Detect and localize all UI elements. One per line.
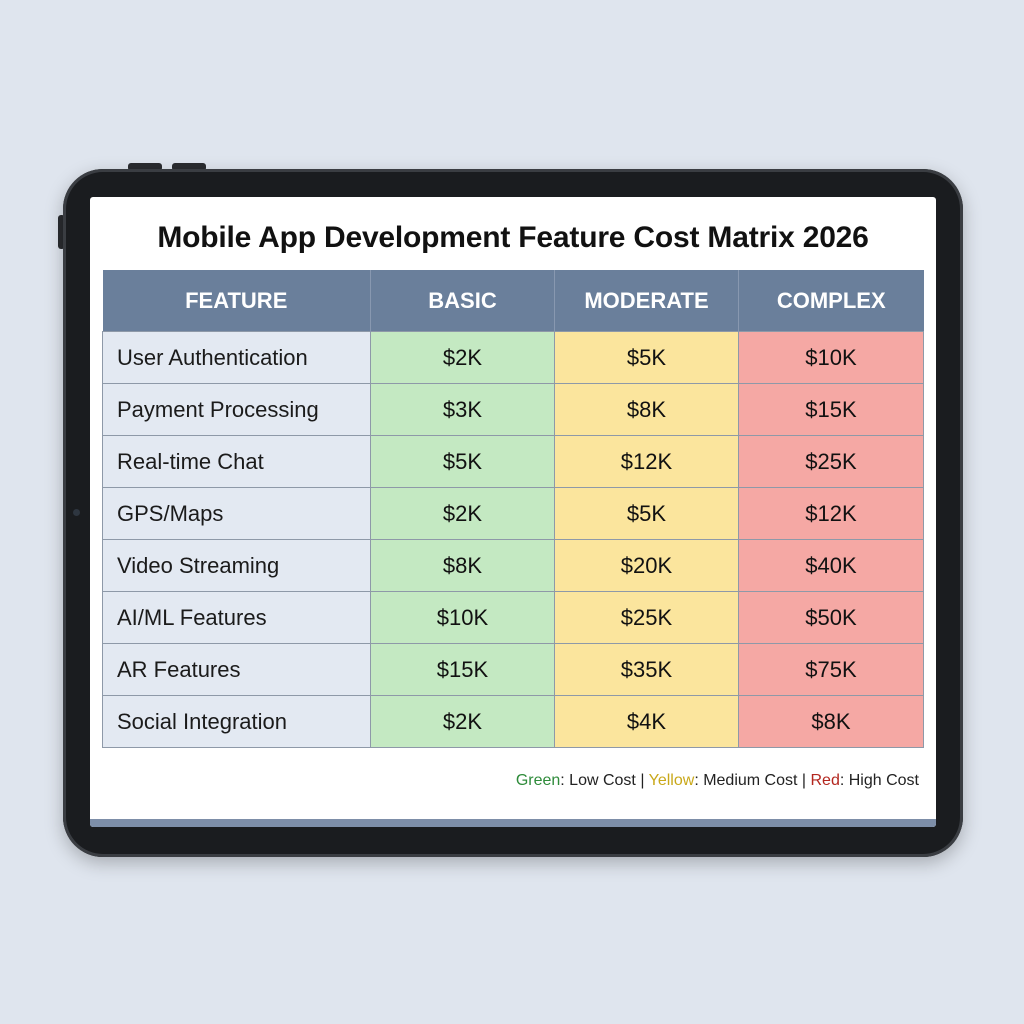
- legend-red-text: : High Cost: [839, 772, 919, 789]
- cost-matrix-table: FEATURE BASIC MODERATE COMPLEX User Auth…: [102, 270, 924, 748]
- header-basic: BASIC: [370, 270, 555, 332]
- legend-separator: |: [635, 772, 649, 789]
- complex-cost-cell: $12K: [738, 487, 924, 540]
- header-complex: COMPLEX: [738, 270, 924, 332]
- table-row: Payment Processing $3K $8K $15K: [102, 383, 924, 436]
- basic-cost-cell: $3K: [370, 383, 555, 436]
- basic-cost-cell: $10K: [370, 591, 555, 644]
- side-button[interactable]: [58, 215, 65, 249]
- moderate-cost-cell: $4K: [554, 695, 739, 748]
- feature-cell: Real-time Chat: [102, 435, 371, 488]
- table-row: AR Features $15K $35K $75K: [102, 643, 924, 696]
- feature-cell: AR Features: [102, 643, 371, 696]
- volume-up-button[interactable]: [128, 163, 162, 171]
- feature-cell: Social Integration: [102, 695, 371, 748]
- table-row: Social Integration $2K $4K $8K: [102, 695, 924, 748]
- volume-down-button[interactable]: [172, 163, 206, 171]
- basic-cost-cell: $8K: [370, 539, 555, 592]
- basic-cost-cell: $2K: [370, 331, 555, 384]
- legend-red-label: Red: [810, 772, 840, 789]
- page-title: Mobile App Development Feature Cost Matr…: [157, 221, 869, 254]
- moderate-cost-cell: $8K: [554, 383, 739, 436]
- screen-bottom-bar: [90, 819, 936, 827]
- legend-green-label: Green: [515, 772, 561, 789]
- moderate-cost-cell: $20K: [554, 539, 739, 592]
- table-row: User Authentication $2K $5K $10K: [102, 331, 924, 384]
- complex-cost-cell: $75K: [738, 643, 924, 696]
- table-row: GPS/Maps $2K $5K $12K: [102, 487, 924, 540]
- moderate-cost-cell: $12K: [554, 435, 739, 488]
- basic-cost-cell: $15K: [370, 643, 555, 696]
- moderate-cost-cell: $35K: [554, 643, 739, 696]
- basic-cost-cell: $2K: [370, 695, 555, 748]
- header-feature: FEATURE: [102, 270, 371, 332]
- feature-cell: User Authentication: [102, 331, 371, 384]
- complex-cost-cell: $8K: [738, 695, 924, 748]
- basic-cost-cell: $5K: [370, 435, 555, 488]
- complex-cost-cell: $25K: [738, 435, 924, 488]
- moderate-cost-cell: $5K: [554, 487, 739, 540]
- table-header-row: FEATURE BASIC MODERATE COMPLEX: [102, 270, 924, 332]
- complex-cost-cell: $15K: [738, 383, 924, 436]
- header-moderate: MODERATE: [554, 270, 739, 332]
- feature-cell: GPS/Maps: [102, 487, 371, 540]
- feature-cell: AI/ML Features: [102, 591, 371, 644]
- feature-cell: Video Streaming: [102, 539, 371, 592]
- complex-cost-cell: $50K: [738, 591, 924, 644]
- feature-cell: Payment Processing: [102, 383, 371, 436]
- moderate-cost-cell: $5K: [554, 331, 739, 384]
- table-row: AI/ML Features $10K $25K $50K: [102, 591, 924, 644]
- legend-separator: |: [797, 772, 811, 789]
- tablet-screen: Mobile App Development Feature Cost Matr…: [90, 197, 936, 827]
- legend-yellow-label: Yellow: [648, 772, 695, 789]
- table-row: Video Streaming $8K $20K $40K: [102, 539, 924, 592]
- moderate-cost-cell: $25K: [554, 591, 739, 644]
- complex-cost-cell: $10K: [738, 331, 924, 384]
- camera-icon: [73, 509, 80, 516]
- complex-cost-cell: $40K: [738, 539, 924, 592]
- table-row: Real-time Chat $5K $12K $25K: [102, 435, 924, 488]
- basic-cost-cell: $2K: [370, 487, 555, 540]
- color-legend: Green: Low Cost | Yellow: Medium Cost | …: [516, 772, 919, 790]
- legend-green-text: : Low Cost: [560, 772, 636, 789]
- legend-yellow-text: : Medium Cost: [694, 772, 798, 789]
